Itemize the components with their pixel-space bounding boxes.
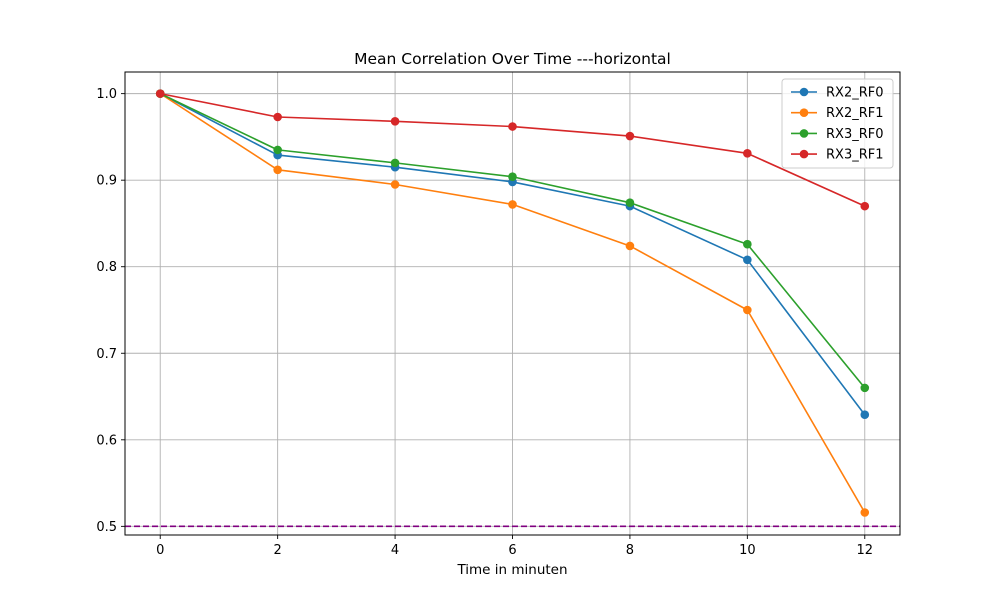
data-point xyxy=(860,201,870,211)
y-tick-label: 0.5 xyxy=(96,520,117,535)
series-layer xyxy=(155,89,870,517)
y-tick-label: 0.9 xyxy=(96,174,117,189)
legend-label: RX3_RF1 xyxy=(826,148,884,163)
data-point xyxy=(273,165,282,175)
legend-entry: RX3_RF0 xyxy=(791,127,884,142)
x-tick-label: 12 xyxy=(856,543,873,558)
ticks-layer: 0 2 4 6 8 10 12 0.5 0.6 0.7 0.8 0.9 1.0 xyxy=(96,87,873,558)
x-tick-label: 8 xyxy=(626,543,634,558)
x-tick-label: 10 xyxy=(739,543,756,558)
legend-marker xyxy=(799,87,809,97)
legend: RX2_RF0 RX2_RF1 RX3_RF0 RX3_RF1 xyxy=(781,78,894,169)
data-point xyxy=(508,172,517,182)
legend-entry: RX3_RF1 xyxy=(791,148,884,163)
x-axis-label: Time in minuten xyxy=(456,562,567,578)
data-point xyxy=(390,117,400,126)
x-tick-label: 2 xyxy=(274,543,282,558)
data-point xyxy=(390,158,400,168)
y-tick-label: 0.7 xyxy=(96,347,117,362)
data-point xyxy=(743,239,752,249)
data-point xyxy=(743,255,752,265)
data-point xyxy=(508,200,517,209)
legend-entry: RX2_RF1 xyxy=(791,106,884,121)
series-rx3-rf1 xyxy=(155,89,870,211)
y-tick-label: 0.6 xyxy=(96,433,117,448)
x-tick-label: 0 xyxy=(156,543,164,558)
legend-marker xyxy=(799,129,809,138)
data-point xyxy=(860,383,870,393)
legend-label: RX3_RF0 xyxy=(826,127,884,142)
legend-label: RX2_RF0 xyxy=(826,86,884,101)
data-point xyxy=(273,112,282,122)
data-point xyxy=(625,198,635,207)
data-point xyxy=(508,122,517,131)
legend-label: RX2_RF1 xyxy=(826,106,884,121)
data-point xyxy=(860,410,870,420)
y-tick-label: 1.0 xyxy=(96,87,117,102)
data-point xyxy=(625,131,635,141)
legend-marker xyxy=(799,149,809,159)
data-point xyxy=(625,241,635,251)
data-point xyxy=(743,149,752,158)
legend-entry: RX2_RF0 xyxy=(791,86,884,101)
data-point xyxy=(273,145,282,155)
data-point xyxy=(860,508,870,517)
x-tick-label: 6 xyxy=(508,543,516,558)
chart-title: Mean Correlation Over Time ---horizontal xyxy=(354,50,671,68)
data-point xyxy=(743,305,752,315)
y-tick-label: 0.8 xyxy=(96,260,117,275)
data-point xyxy=(390,180,400,189)
x-tick-label: 4 xyxy=(391,543,399,558)
legend-frame xyxy=(781,78,894,169)
legend-marker xyxy=(799,108,809,117)
data-point xyxy=(155,89,165,98)
